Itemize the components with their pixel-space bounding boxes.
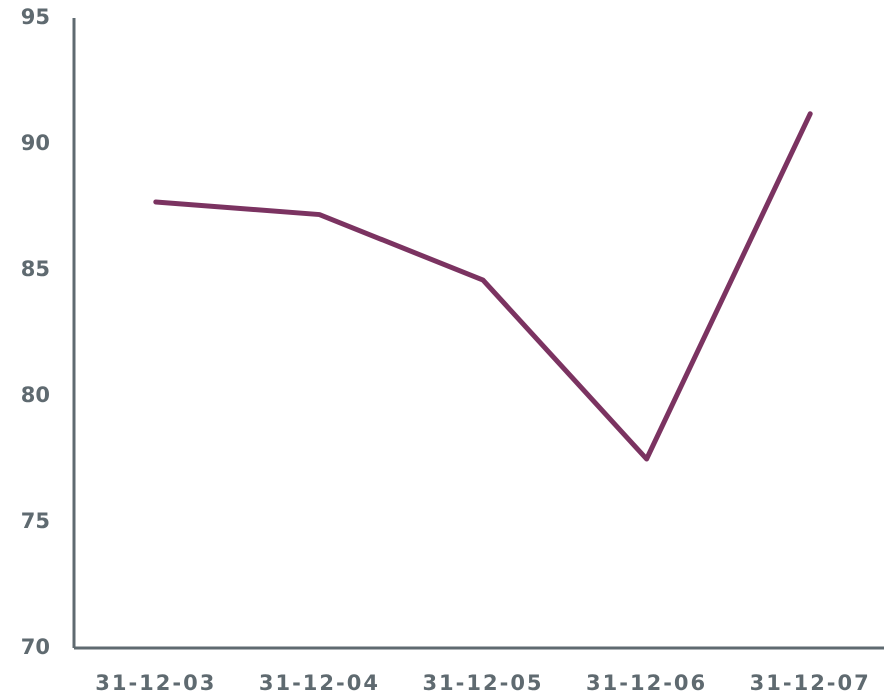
x-tick-label: 31-12-04 — [259, 671, 380, 695]
y-tick-label: 85 — [21, 257, 50, 281]
y-tick-label: 70 — [21, 635, 50, 659]
x-tick-label: 31-12-03 — [95, 671, 216, 695]
y-tick-label: 90 — [21, 131, 50, 155]
x-tick-label: 31-12-07 — [750, 671, 871, 695]
y-tick-label: 80 — [21, 383, 50, 407]
line — [153, 111, 813, 462]
x-tick-label: 31-12-05 — [422, 671, 543, 695]
x-tick-label: 31-12-06 — [586, 671, 707, 695]
y-tick-label: 95 — [21, 5, 50, 29]
y-tick-label: 75 — [21, 509, 50, 533]
